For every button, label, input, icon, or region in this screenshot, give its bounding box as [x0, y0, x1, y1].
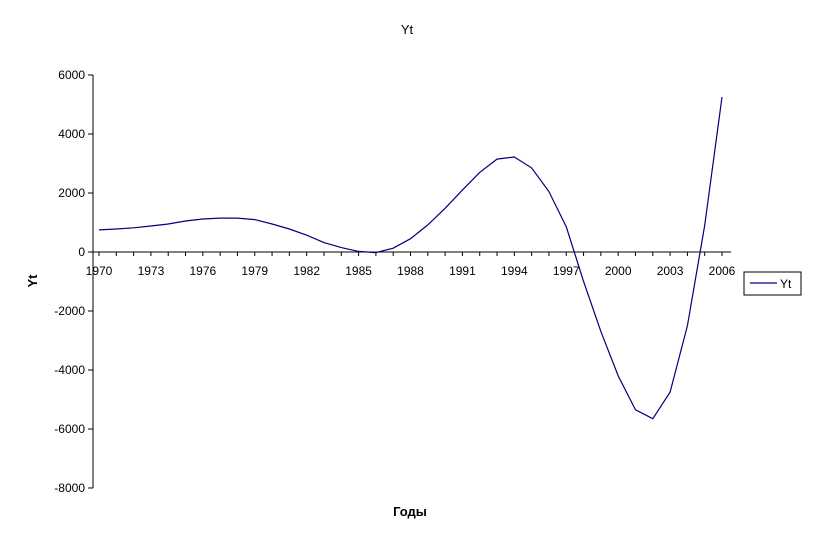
x-axis-ticks: 1970 1973 1976 1979 1982 1985 1988 1991 1994 1997…	[86, 252, 736, 278]
y-tick-label: 6000	[58, 68, 85, 82]
y-tick-label: -8000	[54, 481, 85, 495]
x-tick-label: 1994	[501, 264, 528, 278]
x-tick-label: 1982	[293, 264, 320, 278]
y-tick-label: 0	[78, 245, 85, 259]
x-tick-label: 1988	[397, 264, 424, 278]
legend: Yt	[743, 271, 802, 296]
y-axis-ticks: 6000 4000 2000 0 -2000 -4000 -6000 -8000	[54, 68, 93, 495]
x-tick-label: 1991	[449, 264, 476, 278]
x-tick-label: 2003	[657, 264, 684, 278]
series-line-yt	[98, 97, 723, 420]
x-tick-label: 1985	[345, 264, 372, 278]
x-tick-label: 1973	[138, 264, 165, 278]
y-tick-label: -6000	[54, 422, 85, 436]
x-tick-label: 1997	[553, 264, 580, 278]
y-axis-title: Yt	[25, 274, 40, 288]
y-tick-label: 4000	[58, 127, 85, 141]
y-tick-label: -2000	[54, 304, 85, 318]
chart-title: Yt	[401, 22, 414, 37]
x-tick-label: 2000	[605, 264, 632, 278]
x-tick-label: 1976	[189, 264, 216, 278]
x-tick-label: 1970	[86, 264, 113, 278]
y-tick-label: 2000	[58, 186, 85, 200]
x-axis-title: Годы	[393, 504, 427, 519]
y-tick-label: -4000	[54, 363, 85, 377]
x-tick-label: 2006	[709, 264, 736, 278]
legend-label-yt: Yt	[780, 277, 792, 291]
x-tick-label: 1979	[241, 264, 268, 278]
